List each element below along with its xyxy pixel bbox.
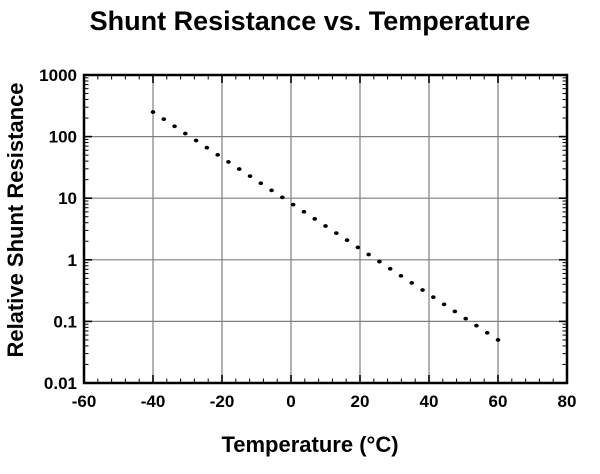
plot-frame — [82, 73, 569, 385]
data-point — [247, 174, 253, 179]
data-point — [269, 188, 274, 193]
data-point — [377, 259, 382, 264]
data-point — [431, 295, 436, 300]
data-point — [495, 338, 501, 342]
data-point — [452, 309, 458, 314]
data-point — [150, 110, 156, 114]
x-tick-label: -20 — [210, 392, 235, 411]
x-tick-label: 0 — [286, 392, 295, 411]
data-point — [215, 152, 220, 157]
data-point — [333, 231, 339, 236]
x-tick-label: 80 — [558, 392, 577, 411]
data-point — [312, 216, 318, 221]
data-point — [355, 245, 361, 250]
data-point — [280, 195, 285, 200]
data-point — [398, 273, 404, 278]
data-point — [420, 288, 425, 292]
y-tick-label: 0.01 — [44, 374, 77, 393]
data-point — [366, 252, 371, 257]
x-tick-label: 60 — [489, 392, 508, 411]
data-point — [204, 145, 210, 150]
data-point — [463, 316, 468, 321]
data-point — [258, 181, 264, 186]
x-axis-label: Temperature (°C) — [221, 432, 399, 457]
y-tick-label: 1000 — [39, 66, 77, 85]
data-point — [344, 238, 350, 243]
chart-title: Shunt Resistance vs. Temperature — [89, 6, 531, 36]
data-point — [301, 209, 307, 214]
data-point — [226, 160, 231, 164]
data-point — [236, 167, 242, 171]
x-tick-label: 20 — [351, 392, 370, 411]
data-point — [409, 281, 415, 285]
data-point — [183, 131, 188, 136]
y-tick-label: 1 — [68, 251, 77, 270]
data-point — [323, 224, 328, 228]
data-point — [474, 323, 479, 328]
data-point — [172, 124, 177, 129]
data-point — [193, 138, 199, 143]
data-point — [290, 202, 296, 207]
y-tick-label: 100 — [49, 128, 77, 147]
data-point — [387, 266, 393, 271]
y-tick-label: 0.1 — [53, 312, 77, 331]
data-point — [441, 302, 447, 307]
data-point — [484, 330, 490, 335]
x-tick-label: 40 — [420, 392, 439, 411]
data-point — [161, 117, 167, 122]
y-tick-label: 10 — [58, 189, 77, 208]
x-tick-label: -60 — [72, 392, 97, 411]
x-tick-label: -40 — [141, 392, 166, 411]
